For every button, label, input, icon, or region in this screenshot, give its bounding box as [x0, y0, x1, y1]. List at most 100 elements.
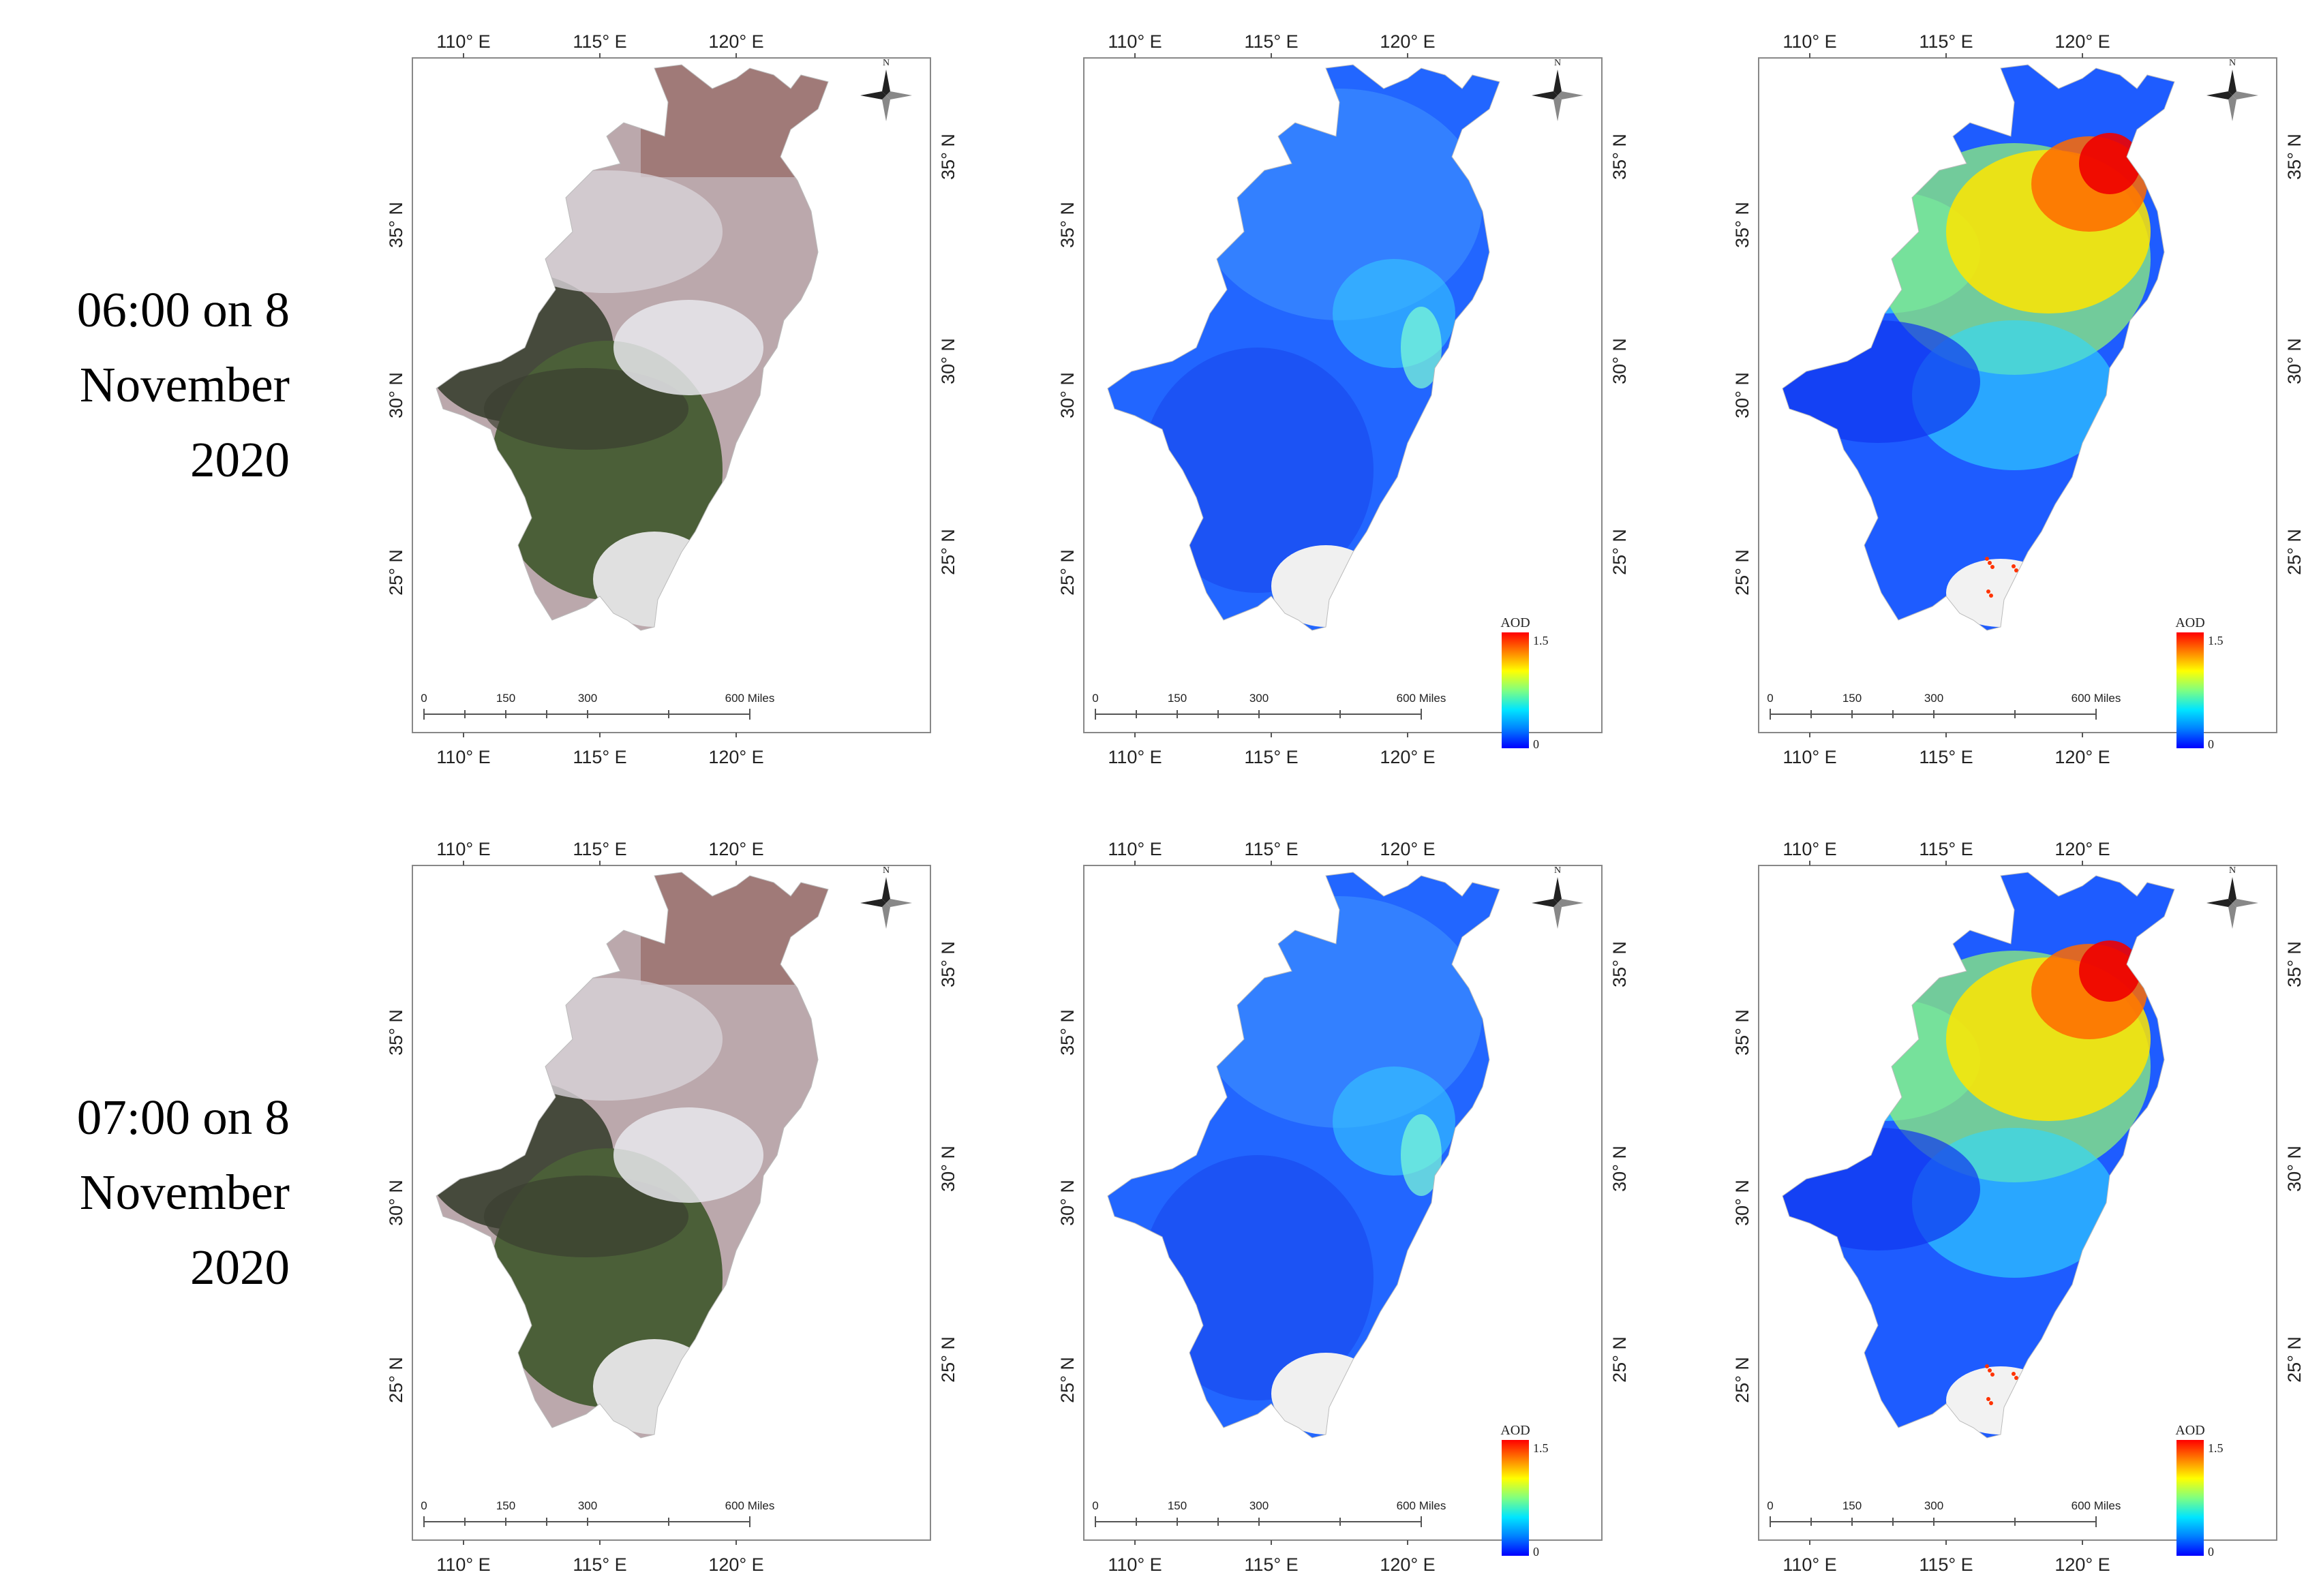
map-panel: 110° E 115° E 120° E 110° E 115° E 120° … [1053, 835, 1626, 1591]
scale-label: 0 [421, 1499, 427, 1512]
scale-label: 300 [578, 692, 597, 705]
row-label-line: November [79, 1165, 290, 1220]
scale-label: 600 Miles [1397, 1499, 1446, 1512]
scale-label: 150 [496, 1499, 515, 1512]
legend-title: AOD [1500, 615, 1530, 630]
north-label: N [883, 58, 890, 68]
map-panel: 110° E 115° E 120° E 110° E 115° E 120° … [1728, 835, 2301, 1591]
scale-label: 600 Miles [2072, 692, 2121, 705]
legend-title: AOD [2175, 1423, 2204, 1438]
legend-min: 0 [1533, 737, 1539, 751]
lat-tick-right: 30° N [2284, 338, 2301, 384]
lon-tick-top: 120° E [1380, 31, 1435, 52]
lon-tick-top: 110° E [436, 839, 490, 859]
scale-bar: 0 150 300 600 Miles [1092, 692, 1446, 720]
legend-colorbar [1502, 1440, 1529, 1556]
scale-label: 600 Miles [2072, 1499, 2121, 1512]
lon-tick-top: 110° E [1108, 839, 1162, 859]
map-panel: 110° E 115° E 120° E 110° E 115° E 120° … [382, 835, 954, 1591]
lat-tick-left: 30° N [386, 372, 406, 418]
legend-max: 1.5 [1533, 1441, 1549, 1455]
legend-title: AOD [2175, 615, 2204, 630]
legend-colorbar [2176, 1440, 2204, 1556]
lon-tick-top: 120° E [708, 839, 763, 859]
lat-tick-right: 25° N [938, 529, 954, 575]
lat-tick-right: 25° N [938, 1336, 954, 1383]
scale-label: 0 [421, 692, 427, 705]
row-label-line: 2020 [190, 1240, 290, 1295]
lon-tick-bottom: 120° E [1380, 747, 1435, 767]
map-panel: 110° E 115° E 120° E 110° E 115° E 120° … [1053, 27, 1626, 784]
map-panel: 110° E 115° E 120° E 110° E 115° E 120° … [382, 27, 954, 784]
north-arrow-icon: N [860, 58, 912, 121]
lon-tick-bottom: 115° E [573, 1554, 626, 1575]
lon-tick-top: 120° E [2054, 31, 2110, 52]
lon-tick-bottom: 115° E [1244, 1554, 1298, 1575]
lon-tick-bottom: 110° E [1108, 747, 1162, 767]
scale-label: 150 [1168, 692, 1187, 705]
lat-tick-left: 30° N [1057, 1180, 1078, 1226]
scale-label: 0 [1092, 1499, 1098, 1512]
lat-tick-right: 25° N [2284, 529, 2301, 575]
row-label-0: 06:00 on 8 November 2020 [0, 273, 290, 497]
lat-tick-right: 30° N [938, 1146, 954, 1192]
lon-tick-top: 115° E [573, 839, 626, 859]
map-panel: 110° E 115° E 120° E 110° E 115° E 120° … [1728, 27, 2301, 784]
lon-tick-bottom: 120° E [2054, 1554, 2110, 1575]
aod-legend: AOD 1.5 0 [1500, 615, 1548, 751]
north-label: N [2229, 865, 2236, 876]
lat-tick-right: 35° N [938, 134, 954, 180]
scale-label: 150 [1842, 1499, 1862, 1512]
lon-tick-top: 115° E [1244, 31, 1298, 52]
legend-min: 0 [1533, 1545, 1539, 1559]
lon-tick-top: 110° E [436, 31, 490, 52]
lon-tick-top: 120° E [2054, 839, 2110, 859]
north-arrow-icon: N [860, 865, 912, 929]
row-label-line: 06:00 on 8 [76, 282, 290, 337]
north-arrow-icon: N [2206, 865, 2258, 929]
scale-label: 150 [496, 692, 515, 705]
scale-label: 300 [1249, 1499, 1269, 1512]
lat-tick-right: 35° N [2284, 134, 2301, 180]
aod-legend: AOD 1.5 0 [2175, 1423, 2223, 1559]
lon-tick-bottom: 115° E [1244, 747, 1298, 767]
aod-legend: AOD 1.5 0 [1500, 1423, 1548, 1559]
scale-bar: 0 150 300 600 Miles [1092, 1499, 1446, 1527]
scale-bar: 0 150 300 600 Miles [421, 692, 774, 720]
lon-tick-top: 115° E [573, 31, 626, 52]
lat-tick-left: 35° N [1057, 1009, 1078, 1056]
scale-bar: 0 150 300 600 Miles [1767, 692, 2121, 720]
lat-tick-left: 25° N [386, 1357, 406, 1403]
scale-label: 150 [1842, 692, 1862, 705]
lat-tick-right: 35° N [1609, 941, 1626, 987]
lon-tick-top: 120° E [708, 31, 763, 52]
lat-tick-left: 30° N [386, 1180, 406, 1226]
scale-label: 600 Miles [725, 1499, 775, 1512]
lat-tick-right: 30° N [1609, 338, 1626, 384]
lat-tick-right: 35° N [1609, 134, 1626, 180]
scale-label: 300 [1924, 1499, 1943, 1512]
legend-colorbar [1502, 632, 1529, 748]
scale-label: 600 Miles [1397, 692, 1446, 705]
lon-tick-bottom: 120° E [1380, 1554, 1435, 1575]
lat-tick-left: 35° N [1732, 1009, 1753, 1056]
lon-tick-bottom: 120° E [2054, 747, 2110, 767]
row-label-1: 07:00 on 8 November 2020 [0, 1080, 290, 1305]
legend-min: 0 [2208, 1545, 2214, 1559]
lat-tick-left: 25° N [1057, 549, 1078, 596]
legend-max: 1.5 [1533, 634, 1549, 647]
scale-label: 600 Miles [725, 692, 775, 705]
lat-tick-right: 30° N [1609, 1146, 1626, 1192]
north-arrow-icon: N [1532, 865, 1583, 929]
lat-tick-left: 25° N [1057, 1357, 1078, 1403]
lon-tick-bottom: 110° E [1108, 1554, 1162, 1575]
scale-label: 300 [1249, 692, 1269, 705]
row-label-line: 07:00 on 8 [76, 1090, 290, 1145]
lon-tick-bottom: 110° E [1783, 1554, 1836, 1575]
scale-label: 0 [1092, 692, 1098, 705]
legend-title: AOD [1500, 1423, 1530, 1438]
lon-tick-top: 115° E [1919, 31, 1973, 52]
lon-tick-top: 110° E [1108, 31, 1162, 52]
lon-tick-top: 115° E [1919, 839, 1973, 859]
north-label: N [883, 865, 890, 876]
